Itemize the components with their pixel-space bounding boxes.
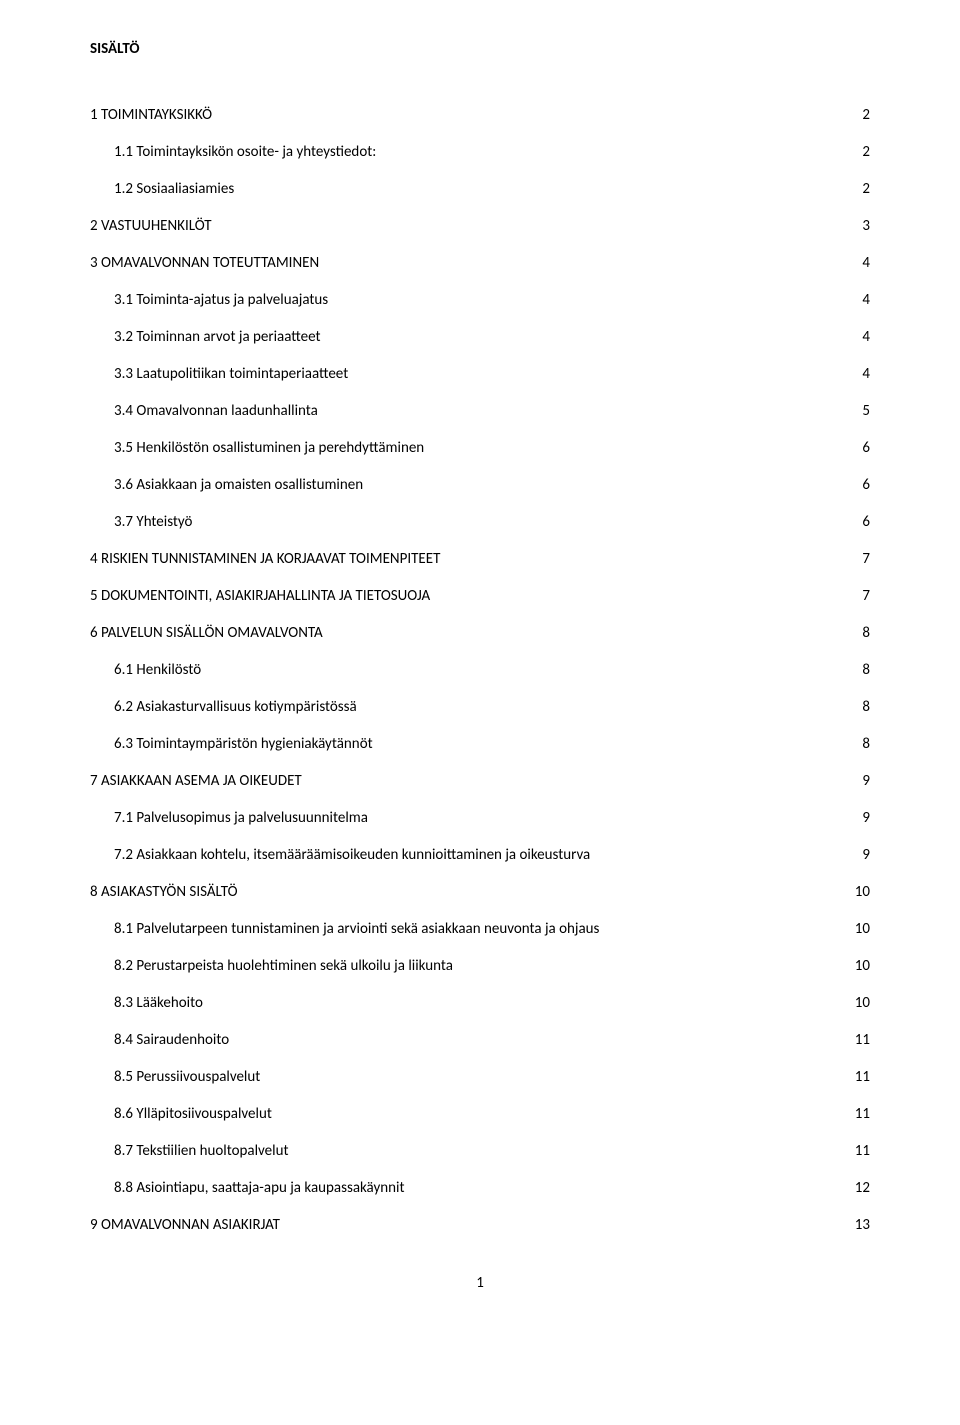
toc-entry-label: 8.2 Perustarpeista huolehtiminen sekä ul… bbox=[114, 957, 453, 975]
toc-entry: 8.4 Sairaudenhoito 11 bbox=[90, 1031, 870, 1049]
toc-entry-page: 3 bbox=[860, 217, 870, 235]
toc-entry-page: 6 bbox=[860, 513, 870, 531]
toc-entry-page: 13 bbox=[853, 1216, 870, 1234]
toc-entry-page: 7 bbox=[860, 550, 870, 568]
toc-entry-page: 12 bbox=[853, 1179, 870, 1197]
toc-entry-label: 8.6 Ylläpitosiivouspalvelut bbox=[114, 1105, 272, 1123]
toc-entry-page: 10 bbox=[853, 883, 870, 901]
toc-entry: 8 ASIAKASTYÖN SISÄLTÖ 10 bbox=[90, 883, 870, 901]
toc-entry-label: 8.7 Tekstiilien huoltopalvelut bbox=[114, 1142, 288, 1160]
toc-entry-page: 4 bbox=[860, 254, 870, 272]
toc-entry-label: 8.1 Palvelutarpeen tunnistaminen ja arvi… bbox=[114, 920, 599, 938]
toc-entry: 1.2 Sosiaaliasiamies 2 bbox=[90, 180, 870, 198]
toc-entry-label: 6.3 Toimintaympäristön hygieniakäytännöt bbox=[114, 735, 373, 753]
page-number: 1 bbox=[90, 1274, 870, 1292]
toc-entry-page: 9 bbox=[860, 846, 870, 864]
toc-entry-label: 3.7 Yhteistyö bbox=[114, 513, 192, 531]
toc-entry: 4 RISKIEN TUNNISTAMINEN JA KORJAAVAT TOI… bbox=[90, 550, 870, 568]
toc-entry: 3.3 Laatupolitiikan toimintaperiaatteet … bbox=[90, 365, 870, 383]
table-of-contents: 1 TOIMINTAYKSIKKÖ 2 1.1 Toimintayksikön o… bbox=[90, 106, 870, 1234]
toc-entry-label: 3.5 Henkilöstön osallistuminen ja perehd… bbox=[114, 439, 424, 457]
toc-entry-page: 10 bbox=[853, 920, 870, 938]
toc-entry-label: 6.1 Henkilöstö bbox=[114, 661, 201, 679]
toc-entry-label: 4 RISKIEN TUNNISTAMINEN JA KORJAAVAT TOI… bbox=[90, 550, 440, 568]
toc-entry: 7.1 Palvelusopimus ja palvelusuunnitelma… bbox=[90, 809, 870, 827]
toc-entry-label: 9 OMAVALVONNAN ASIAKIRJAT bbox=[90, 1216, 280, 1234]
toc-entry: 6.2 Asiakasturvallisuus kotiympäristössä… bbox=[90, 698, 870, 716]
toc-entry-label: 3 OMAVALVONNAN TOTEUTTAMINEN bbox=[90, 254, 319, 272]
toc-entry: 7 ASIAKKAAN ASEMA JA OIKEUDET 9 bbox=[90, 772, 870, 790]
toc-entry-label: 6 PALVELUN SISÄLLÖN OMAVALVONTA bbox=[90, 624, 323, 642]
toc-entry: 8.3 Lääkehoito 10 bbox=[90, 994, 870, 1012]
toc-entry-page: 8 bbox=[860, 661, 870, 679]
toc-entry-page: 8 bbox=[860, 735, 870, 753]
toc-entry-label: 7 ASIAKKAAN ASEMA JA OIKEUDET bbox=[90, 772, 302, 790]
toc-entry-page: 11 bbox=[853, 1142, 870, 1160]
toc-entry: 1.1 Toimintayksikön osoite- ja yhteystie… bbox=[90, 143, 870, 161]
toc-entry: 7.2 Asiakkaan kohtelu, itsemääräämisoike… bbox=[90, 846, 870, 864]
toc-entry: 3.1 Toiminta-ajatus ja palveluajatus 4 bbox=[90, 291, 870, 309]
toc-entry-page: 7 bbox=[860, 587, 870, 605]
toc-entry: 3.6 Asiakkaan ja omaisten osallistuminen… bbox=[90, 476, 870, 494]
toc-entry-page: 10 bbox=[853, 957, 870, 975]
toc-entry-label: 8.3 Lääkehoito bbox=[114, 994, 203, 1012]
toc-entry-page: 6 bbox=[860, 476, 870, 494]
toc-entry-label: 7.2 Asiakkaan kohtelu, itsemääräämisoike… bbox=[114, 846, 590, 864]
toc-entry: 3.4 Omavalvonnan laadunhallinta 5 bbox=[90, 402, 870, 420]
toc-entry-page: 8 bbox=[860, 698, 870, 716]
toc-entry: 6.1 Henkilöstö 8 bbox=[90, 661, 870, 679]
toc-entry-page: 5 bbox=[860, 402, 870, 420]
toc-entry-label: 8.4 Sairaudenhoito bbox=[114, 1031, 229, 1049]
toc-entry-page: 11 bbox=[853, 1031, 870, 1049]
toc-entry-label: 3.6 Asiakkaan ja omaisten osallistuminen bbox=[114, 476, 363, 494]
toc-entry: 3.7 Yhteistyö 6 bbox=[90, 513, 870, 531]
toc-entry-page: 8 bbox=[860, 624, 870, 642]
toc-entry: 6.3 Toimintaympäristön hygieniakäytännöt… bbox=[90, 735, 870, 753]
toc-entry: 2 VASTUUHENKILÖT 3 bbox=[90, 217, 870, 235]
toc-entry: 8.8 Asiointiapu, saattaja-apu ja kaupass… bbox=[90, 1179, 870, 1197]
document-title: SISÄLTÖ bbox=[90, 40, 870, 58]
toc-entry-page: 4 bbox=[860, 291, 870, 309]
toc-entry-page: 9 bbox=[860, 772, 870, 790]
toc-entry: 3 OMAVALVONNAN TOTEUTTAMINEN 4 bbox=[90, 254, 870, 272]
toc-entry: 3.2 Toiminnan arvot ja periaatteet 4 bbox=[90, 328, 870, 346]
toc-entry-page: 6 bbox=[860, 439, 870, 457]
toc-entry-label: 7.1 Palvelusopimus ja palvelusuunnitelma bbox=[114, 809, 368, 827]
toc-entry-page: 2 bbox=[860, 180, 870, 198]
toc-entry-page: 4 bbox=[860, 328, 870, 346]
toc-entry-page: 11 bbox=[853, 1068, 870, 1086]
toc-entry-label: 2 VASTUUHENKILÖT bbox=[90, 217, 212, 235]
toc-entry-page: 11 bbox=[853, 1105, 870, 1123]
toc-entry-label: 8.5 Perussiivouspalvelut bbox=[114, 1068, 260, 1086]
toc-entry-label: 8 ASIAKASTYÖN SISÄLTÖ bbox=[90, 883, 238, 901]
toc-entry-label: 3.4 Omavalvonnan laadunhallinta bbox=[114, 402, 318, 420]
toc-entry: 8.5 Perussiivouspalvelut 11 bbox=[90, 1068, 870, 1086]
toc-entry: 8.7 Tekstiilien huoltopalvelut 11 bbox=[90, 1142, 870, 1160]
toc-entry: 3.5 Henkilöstön osallistuminen ja perehd… bbox=[90, 439, 870, 457]
toc-entry-label: 3.2 Toiminnan arvot ja periaatteet bbox=[114, 328, 321, 346]
toc-entry-label: 5 DOKUMENTOINTI, ASIAKIRJAHALLINTA JA TI… bbox=[90, 587, 430, 605]
toc-entry: 6 PALVELUN SISÄLLÖN OMAVALVONTA 8 bbox=[90, 624, 870, 642]
toc-entry-label: 1.2 Sosiaaliasiamies bbox=[114, 180, 234, 198]
toc-entry-page: 4 bbox=[860, 365, 870, 383]
toc-entry-page: 2 bbox=[860, 106, 870, 124]
toc-entry: 9 OMAVALVONNAN ASIAKIRJAT 13 bbox=[90, 1216, 870, 1234]
toc-entry-label: 6.2 Asiakasturvallisuus kotiympäristössä bbox=[114, 698, 357, 716]
toc-entry-label: 3.1 Toiminta-ajatus ja palveluajatus bbox=[114, 291, 328, 309]
toc-entry: 8.2 Perustarpeista huolehtiminen sekä ul… bbox=[90, 957, 870, 975]
toc-entry-page: 10 bbox=[853, 994, 870, 1012]
toc-entry-label: 3.3 Laatupolitiikan toimintaperiaatteet bbox=[114, 365, 348, 383]
toc-entry-label: 1 TOIMINTAYKSIKKÖ bbox=[90, 106, 212, 124]
toc-entry: 5 DOKUMENTOINTI, ASIAKIRJAHALLINTA JA TI… bbox=[90, 587, 870, 605]
toc-entry-page: 2 bbox=[860, 143, 870, 161]
toc-entry: 8.1 Palvelutarpeen tunnistaminen ja arvi… bbox=[90, 920, 870, 938]
toc-entry: 8.6 Ylläpitosiivouspalvelut 11 bbox=[90, 1105, 870, 1123]
toc-entry-label: 8.8 Asiointiapu, saattaja-apu ja kaupass… bbox=[114, 1179, 405, 1197]
toc-entry-page: 9 bbox=[860, 809, 870, 827]
toc-entry: 1 TOIMINTAYKSIKKÖ 2 bbox=[90, 106, 870, 124]
toc-entry-label: 1.1 Toimintayksikön osoite- ja yhteystie… bbox=[114, 143, 376, 161]
